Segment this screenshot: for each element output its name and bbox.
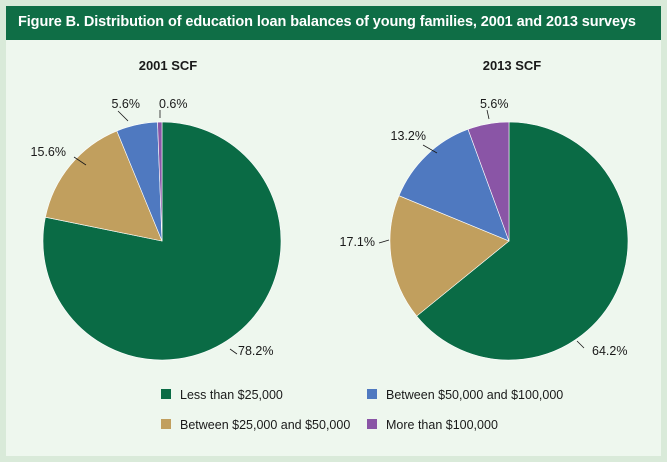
- leader-line: [229, 348, 238, 355]
- legend-swatch: [161, 419, 171, 429]
- legend-label: Between $25,000 and $50,000: [180, 418, 350, 432]
- data-label-50k-100k: 5.6%: [112, 97, 141, 111]
- legend: Less than $25,000 Between $50,000 and $10…: [161, 388, 563, 432]
- figure-header: Figure B. Distribution of education loan…: [6, 6, 661, 40]
- data-label-more-than-100k: 5.6%: [480, 97, 509, 111]
- leader-line: [576, 340, 585, 349]
- pie-slice-25k-50k: [45, 130, 163, 242]
- pie-chart-2013: 2013 SCF 64.2% 17.1% 13.2% 5.6%: [340, 58, 629, 361]
- data-label-50k-100k: 13.2%: [391, 129, 426, 143]
- data-label-less-than-25k: 64.2%: [592, 344, 627, 358]
- legend-swatch: [367, 419, 377, 429]
- legend-swatch: [367, 389, 377, 399]
- pie-slice-less-than-25k: [416, 121, 629, 361]
- leader-line: [486, 109, 490, 120]
- data-label-25k-50k: 17.1%: [340, 235, 375, 249]
- pie-slice-25k-50k: [389, 195, 510, 317]
- leader-line: [378, 239, 390, 244]
- data-label-less-than-25k: 78.2%: [238, 344, 273, 358]
- leader-line: [422, 144, 438, 154]
- pie-title: 2013 SCF: [483, 58, 542, 73]
- legend-label: More than $100,000: [386, 418, 498, 432]
- legend-label: Less than $25,000: [180, 388, 283, 402]
- pie-slice-more-than-100k: [467, 121, 510, 242]
- figure-title: Figure B. Distribution of education loan…: [18, 14, 636, 30]
- pie-chart-2001: 2001 SCF 78.2% 15.6% 5.6% 0.6%: [31, 58, 282, 361]
- leader-line: [73, 156, 87, 166]
- data-label-more-than-100k: 0.6%: [159, 97, 188, 111]
- pie-slice-50k-100k: [398, 128, 510, 242]
- data-label-25k-50k: 15.6%: [31, 145, 66, 159]
- pie-title: 2001 SCF: [139, 58, 198, 73]
- leader-line: [117, 110, 129, 122]
- legend-swatch: [161, 389, 171, 399]
- legend-label: Between $50,000 and $100,000: [386, 388, 563, 402]
- pie-slice-more-than-100k: [157, 121, 163, 242]
